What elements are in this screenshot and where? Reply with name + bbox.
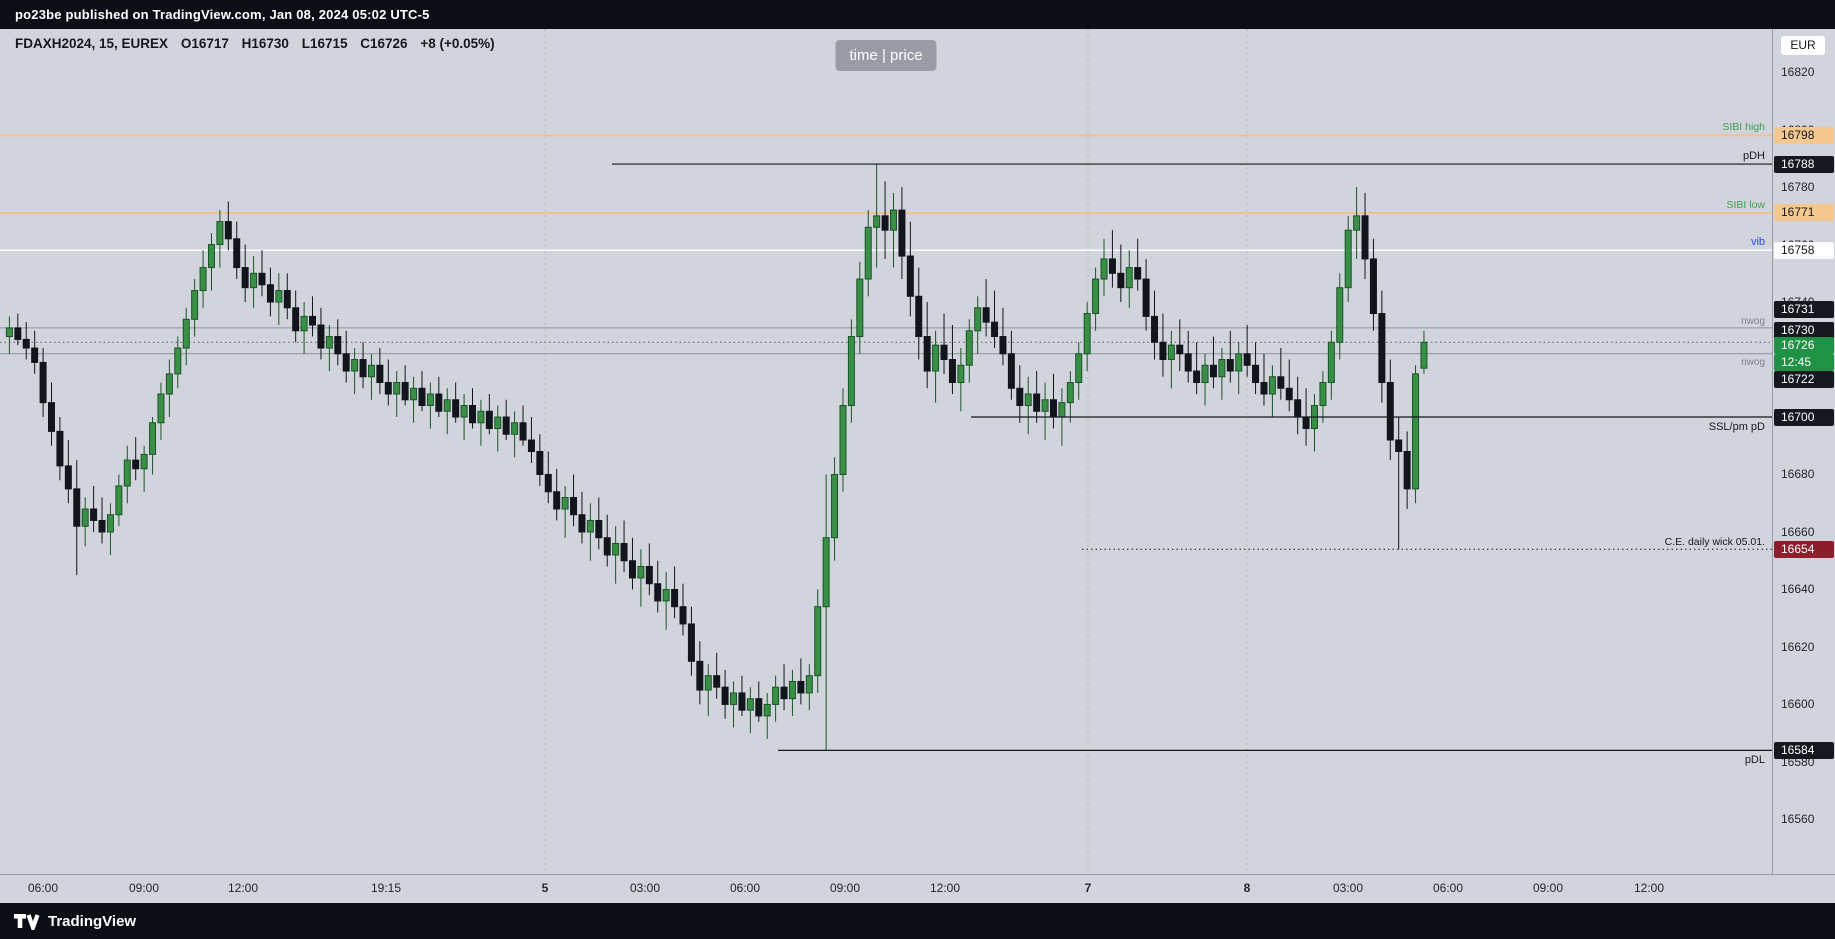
- watermark-text: time | price: [849, 47, 923, 64]
- legend-symbol: FDAXH2024, 15, EUREX: [15, 36, 169, 51]
- legend-open: O16717: [180, 36, 229, 51]
- price-badge-16654: 16654: [1774, 540, 1834, 558]
- price-tick-16560: 16560: [1781, 812, 1815, 827]
- price-badge-12-45: 12:45: [1774, 353, 1834, 371]
- price-badge-16730: 16730: [1774, 322, 1834, 340]
- time-tick-06-00: 06:00: [27, 881, 59, 895]
- time-tick-7: 7: [1084, 881, 1092, 895]
- watermark-timeprice: time | price: [835, 40, 937, 71]
- price-badge-16584: 16584: [1774, 741, 1834, 759]
- tradingview-brand[interactable]: TradingView: [48, 912, 137, 930]
- price-tick-16680: 16680: [1781, 467, 1815, 482]
- price-axis[interactable]: EUR 168201680016780167601674016720167001…: [1772, 29, 1835, 874]
- price-badge-16700: 16700: [1774, 408, 1834, 426]
- publish-text: po23be published on TradingView.com, Jan…: [15, 7, 430, 22]
- time-tick-03-00: 03:00: [629, 881, 661, 895]
- time-tick-06-00: 06:00: [1432, 881, 1464, 895]
- price-tick-16820: 16820: [1781, 65, 1815, 80]
- time-tick-06-00: 06:00: [729, 881, 761, 895]
- time-tick-03-00: 03:00: [1332, 881, 1364, 895]
- time-tick-09-00: 09:00: [128, 881, 160, 895]
- time-tick-09-00: 09:00: [829, 881, 861, 895]
- time-tick-8: 8: [1243, 881, 1251, 895]
- chart-area[interactable]: SIBI high pDH SIBI low vib nwog nwog SSL/pm pD…: [0, 29, 1835, 874]
- price-tick-16780: 16780: [1781, 180, 1815, 195]
- price-tick-16600: 16600: [1781, 697, 1815, 712]
- price-badge-16758: 16758: [1774, 241, 1834, 259]
- time-tick-12-00: 12:00: [929, 881, 961, 895]
- legend-close: C16726: [360, 36, 408, 51]
- time-tick-19-15: 19:15: [370, 881, 402, 895]
- legend-change: +8 (+0.05%): [420, 36, 495, 51]
- price-badge-16798: 16798: [1774, 126, 1834, 144]
- tradingview-logo-icon[interactable]: [14, 912, 40, 930]
- price-badge-16726: 16726: [1774, 336, 1834, 354]
- price-tick-16620: 16620: [1781, 639, 1815, 654]
- publish-bar: po23be published on TradingView.com, Jan…: [0, 0, 1835, 29]
- price-badge-16788: 16788: [1774, 155, 1834, 173]
- candlestick-plot[interactable]: [0, 29, 1772, 874]
- price-tick-16660: 16660: [1781, 524, 1815, 539]
- time-tick-12-00: 12:00: [1633, 881, 1665, 895]
- price-badge-16722: 16722: [1774, 371, 1834, 389]
- time-axis[interactable]: 06:00 09:00 12:00 19:15 5 03:00 06:00 09:00 12:0…: [0, 874, 1835, 903]
- legend-high: H16730: [241, 36, 289, 51]
- price-badge-16771: 16771: [1774, 204, 1834, 222]
- time-tick-5: 5: [541, 881, 549, 895]
- currency-label: EUR: [1781, 36, 1825, 55]
- price-badge-16731: 16731: [1774, 301, 1834, 319]
- legend-low: L16715: [301, 36, 348, 51]
- time-tick-09-00: 09:00: [1532, 881, 1564, 895]
- time-tick-12-00: 12:00: [227, 881, 259, 895]
- symbol-legend[interactable]: FDAXH2024, 15, EUREX O16717 H16730 L1671…: [15, 36, 504, 51]
- price-tick-16640: 16640: [1781, 582, 1815, 597]
- bottom-bar: TradingView: [0, 903, 1835, 939]
